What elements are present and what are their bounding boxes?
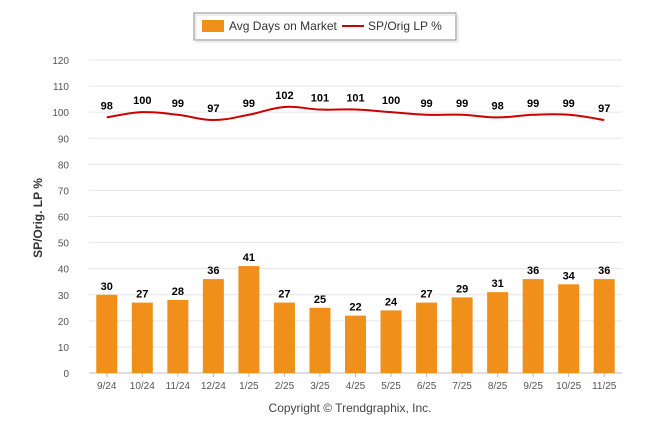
y-tick-label: 50 — [58, 239, 70, 250]
line-value-label: 99 — [172, 98, 184, 110]
bar-11-25 — [593, 279, 615, 373]
bar-value-label: 36 — [527, 265, 539, 277]
x-tick-label: 9/25 — [523, 381, 543, 392]
bar-3-25 — [309, 307, 331, 373]
bar-value-label: 36 — [207, 265, 219, 277]
x-tick-label: 12/24 — [201, 381, 226, 392]
bar-5-25 — [380, 310, 402, 373]
line-value-label: 98 — [101, 100, 113, 112]
line-data-labels: 98 100 99 97 99 102 101 101 100 99 99 98 99 99 97 — [101, 90, 611, 115]
bar-value-label: 24 — [385, 296, 398, 308]
gridlines — [89, 59, 622, 348]
bar-value-label: 28 — [172, 286, 184, 298]
y-tick-label: 0 — [63, 369, 69, 380]
line-value-label: 99 — [456, 98, 468, 110]
y-tick-label: 70 — [58, 186, 70, 197]
x-tick-label: 2/25 — [275, 381, 295, 392]
x-axis-ticks: 9/24 10/24 11/24 12/24 1/25 2/25 3/25 4/25 5/25 6… — [97, 373, 617, 392]
bar-value-label: 34 — [563, 270, 576, 282]
x-tick-label: 6/25 — [417, 381, 437, 392]
y-tick-label: 40 — [58, 265, 70, 276]
bar-value-label: 30 — [101, 281, 113, 293]
x-tick-label: 4/25 — [346, 381, 366, 392]
legend: Avg Days on Market SP/Orig LP % — [193, 12, 459, 43]
line-value-label: 101 — [311, 93, 329, 105]
y-tick-label: 90 — [58, 134, 70, 145]
bar-value-label: 27 — [420, 289, 432, 301]
line-value-label: 100 — [382, 95, 400, 107]
bar-data-labels: 30 27 28 36 41 27 25 22 24 27 29 31 36 34 36 — [101, 252, 611, 314]
line-value-label: 99 — [527, 98, 539, 110]
bar-value-label: 27 — [278, 289, 290, 301]
line-value-label: 99 — [243, 98, 255, 110]
bar-2-25 — [273, 302, 295, 373]
x-tick-label: 1/25 — [239, 381, 259, 392]
bar-12-24 — [202, 279, 224, 373]
line-value-label: 102 — [275, 90, 293, 102]
x-tick-label: 3/25 — [310, 381, 330, 392]
bar-10-25 — [558, 284, 580, 373]
line-value-label: 97 — [207, 103, 219, 115]
x-tick-label: 8/25 — [488, 381, 508, 392]
bar-9-25 — [522, 279, 544, 373]
bar-value-label: 27 — [136, 289, 148, 301]
line-value-label: 99 — [420, 98, 432, 110]
x-tick-label: 10/24 — [130, 381, 155, 392]
bar-8-25 — [487, 292, 509, 373]
legend-shadow — [195, 14, 459, 43]
legend-label-days-on-market: Avg Days on Market — [229, 19, 337, 33]
bar-6-25 — [416, 302, 438, 373]
bar-11-24 — [167, 299, 189, 373]
x-tick-label: 11/25 — [592, 381, 617, 392]
x-tick-label: 11/24 — [166, 381, 191, 392]
line-value-label: 99 — [563, 98, 575, 110]
line-value-label: 100 — [133, 95, 151, 107]
legend-box — [193, 12, 457, 41]
bar-1-25 — [238, 266, 260, 373]
line-value-label: 97 — [598, 103, 610, 115]
bar-value-label: 29 — [456, 283, 468, 295]
bar-7-25 — [451, 297, 473, 373]
line-value-label: 101 — [346, 93, 364, 105]
y-tick-label: 20 — [58, 317, 70, 328]
legend-label-sp-orig-lp: SP/Orig LP % — [368, 19, 442, 33]
bar-9-24 — [96, 294, 118, 373]
y-tick-label: 30 — [58, 291, 70, 302]
y-axis-ticks: 0 10 20 30 40 50 60 70 80 90 100 110 120 — [52, 56, 69, 380]
y-tick-label: 110 — [53, 82, 69, 93]
bar-series-days-on-market — [96, 266, 615, 373]
y-axis-title: SP/Orig. LP % — [31, 178, 45, 258]
y-tick-label: 60 — [58, 213, 70, 224]
bar-4-25 — [345, 315, 366, 373]
bar-value-label: 22 — [349, 302, 361, 314]
bar-10-24 — [131, 302, 153, 373]
line-series-sp-orig-lp — [106, 105, 605, 121]
y-tick-label: 100 — [52, 108, 69, 119]
x-tick-label: 7/25 — [452, 381, 472, 392]
line-path-sp-orig-lp — [106, 105, 605, 121]
bar-value-label: 36 — [598, 265, 610, 277]
line-value-label: 98 — [492, 100, 504, 112]
bar-value-label: 31 — [492, 278, 504, 290]
copyright-text: Copyright © Trendgraphix, Inc. — [269, 401, 432, 415]
y-tick-label: 120 — [52, 56, 69, 67]
y-tick-label: 80 — [58, 160, 70, 171]
legend-swatch-days-on-market — [202, 20, 224, 32]
bar-value-label: 41 — [243, 252, 255, 264]
x-tick-label: 10/25 — [556, 381, 581, 392]
bar-value-label: 25 — [314, 294, 326, 306]
y-tick-label: 10 — [58, 343, 70, 354]
x-tick-label: 5/25 — [381, 381, 401, 392]
x-tick-label: 9/24 — [97, 381, 117, 392]
